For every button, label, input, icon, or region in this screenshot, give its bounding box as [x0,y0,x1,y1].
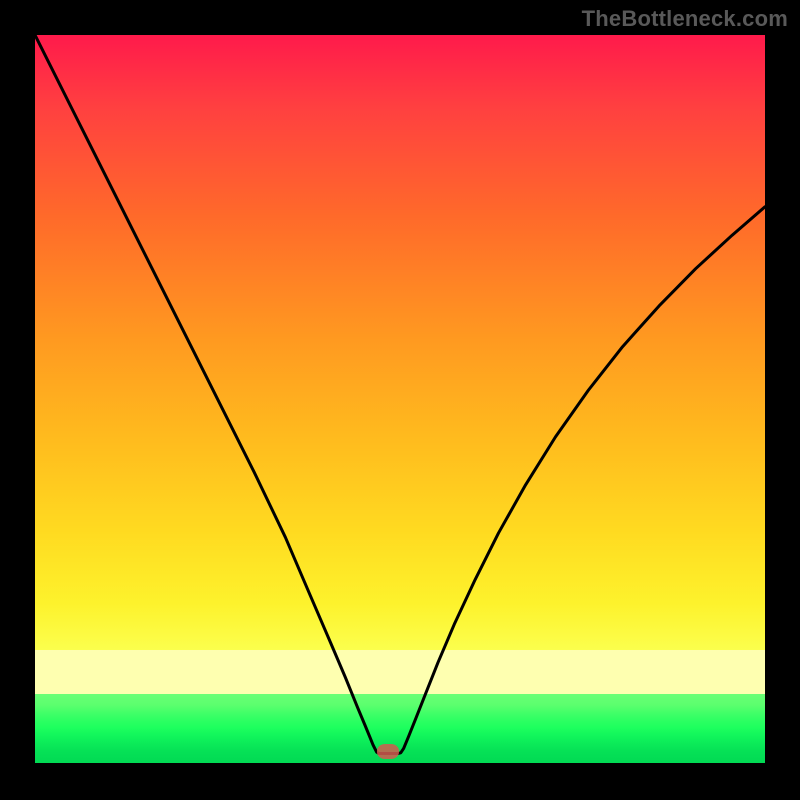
chart-frame: TheBottleneck.com [0,0,800,800]
watermark-text: TheBottleneck.com [582,6,788,32]
bottleneck-curve [35,35,765,763]
